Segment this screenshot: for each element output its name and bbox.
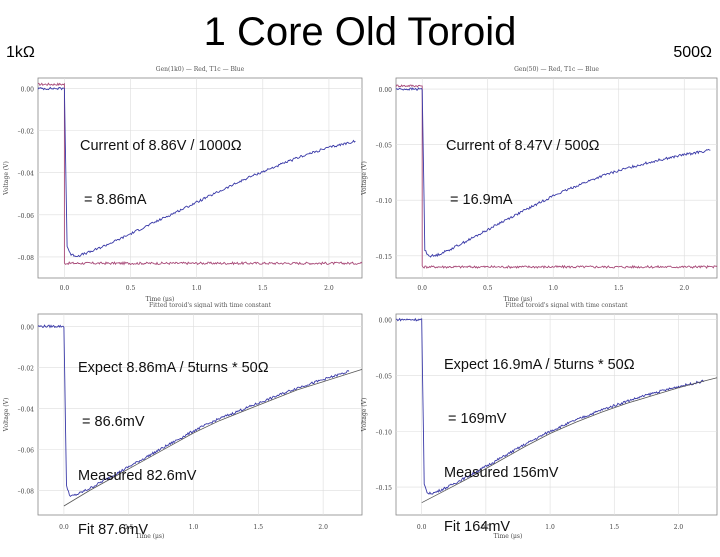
y-tick-label: 0.00 bbox=[379, 318, 393, 325]
x-tick-label: 1.5 bbox=[614, 285, 624, 292]
chart-500-signal: 0.00 –0.05 –0.10 –0.15 0.0 0.5 1.0 1.5 2.0 Time (… bbox=[358, 60, 720, 308]
annotation-500-current: Current of 8.47V / 500Ω = 16.9mA bbox=[446, 101, 600, 227]
chart-1k-signal: 0.00 –0.02 –0.04 –0.06 –0.08 0.0 0.5 1.0 1.5 2.0 T… bbox=[0, 60, 365, 308]
y-tick-label: 0.00 bbox=[379, 87, 393, 94]
x-tick-label: 0.0 bbox=[417, 285, 427, 292]
annotation-line: Current of 8.86V / 1000Ω bbox=[80, 138, 242, 154]
annotation-1k-voltage: Expect 8.86mA / 5turns * 50Ω = 86.6mV Me… bbox=[78, 323, 269, 557]
x-tick-label: 0.0 bbox=[417, 524, 427, 531]
resistance-label-1k: 1kΩ bbox=[6, 44, 35, 61]
annotation-line: = 16.9mA bbox=[446, 192, 513, 208]
chart-500-fit: 0.00 –0.05 –0.10 –0.15 0.0 0.5 1.0 1.5 2.0 Time (… bbox=[358, 310, 720, 540]
y-tick-label: –0.04 bbox=[18, 406, 35, 413]
chart-500-signal-svg: 0.00 –0.05 –0.10 –0.15 0.0 0.5 1.0 1.5 2.0 Time (… bbox=[361, 66, 718, 308]
y-tick-label: –0.05 bbox=[376, 143, 393, 150]
slide-title: 1 Core Old Toroid bbox=[203, 10, 517, 54]
y-tick-label: –0.08 bbox=[18, 488, 35, 495]
plot-frame bbox=[37, 313, 363, 516]
annotation-line: Current of 8.47V / 500Ω bbox=[446, 138, 600, 154]
chart-1k-fit-svg: 0.00 –0.02 –0.04 –0.06 –0.08 0.0 0.5 1.0 1.5 2.0 T… bbox=[3, 313, 363, 540]
x-axis-label: Time (μs) bbox=[504, 296, 533, 303]
series-line-t1c bbox=[395, 317, 705, 495]
y-tick-label: 0.00 bbox=[21, 87, 35, 94]
series-line-gen bbox=[37, 82, 363, 266]
annotation-line: Expect 16.9mA / 5turns * 50Ω bbox=[444, 357, 635, 373]
annotation-line: Fit 87.6mV bbox=[78, 522, 149, 538]
chart-500-fit-svg: 0.00 –0.05 –0.10 –0.15 0.0 0.5 1.0 1.5 2.0 Time (… bbox=[361, 313, 718, 540]
chart-1k-fit: 0.00 –0.02 –0.04 –0.06 –0.08 0.0 0.5 1.0 1.5 2.0 T… bbox=[0, 310, 365, 540]
x-axis-label: Time (μs) bbox=[136, 533, 165, 540]
series-line-fit bbox=[421, 377, 718, 504]
x-tick-label: 0.5 bbox=[483, 285, 493, 292]
x-tick-label: 0.5 bbox=[124, 524, 134, 531]
chart-caption: Fitted toroid's signal with time constan… bbox=[149, 302, 272, 308]
y-tick-label: –0.04 bbox=[18, 171, 35, 178]
chart-1k-signal-svg: 0.00 –0.02 –0.04 –0.06 –0.08 0.0 0.5 1.0 1.5 2.0 T… bbox=[3, 66, 363, 308]
y-tick-label: –0.05 bbox=[376, 373, 393, 380]
y-tick-label: –0.10 bbox=[376, 429, 393, 436]
series-line-fit bbox=[63, 369, 363, 507]
annotation-line: = 169mV bbox=[444, 411, 507, 427]
y-axis-label: Voltage (V) bbox=[361, 161, 368, 196]
x-tick-label: 1.5 bbox=[254, 524, 264, 531]
x-tick-label: 1.0 bbox=[545, 524, 555, 531]
x-tick-label: 1.5 bbox=[610, 524, 620, 531]
x-tick-label: 0.0 bbox=[59, 524, 69, 531]
plot-frame bbox=[37, 77, 363, 279]
chart-caption: Fitted toroid's signal with time constan… bbox=[505, 302, 628, 308]
chart-title: Gen(1k0) — Red, T1c — Blue bbox=[156, 66, 245, 73]
y-tick-label: –0.02 bbox=[18, 365, 35, 372]
x-axis-label: Time (μs) bbox=[146, 296, 175, 303]
plot-frame bbox=[395, 77, 718, 279]
y-tick-label: 0.00 bbox=[21, 324, 35, 331]
y-tick-label: –0.06 bbox=[18, 447, 35, 454]
plot-frame bbox=[395, 313, 718, 516]
x-tick-label: 1.5 bbox=[258, 285, 268, 292]
y-axis-label: Voltage (V) bbox=[3, 398, 10, 433]
series-line-t1c bbox=[37, 86, 356, 258]
annotation-line: Fit 164mV bbox=[444, 519, 511, 535]
x-tick-label: 1.0 bbox=[189, 524, 199, 531]
x-tick-label: 0.5 bbox=[481, 524, 491, 531]
x-tick-label: 1.0 bbox=[192, 285, 202, 292]
x-tick-label: 0.5 bbox=[126, 285, 136, 292]
y-tick-label: –0.15 bbox=[376, 485, 393, 492]
series-line-gen bbox=[395, 84, 718, 269]
chart-title: Gen(50) — Red, T1c — Blue bbox=[514, 66, 599, 73]
x-tick-label: 0.0 bbox=[60, 285, 70, 292]
y-axis-label: Voltage (V) bbox=[361, 398, 368, 433]
x-tick-label: 1.0 bbox=[548, 285, 558, 292]
annotation-line: = 86.6mV bbox=[78, 414, 145, 430]
series-line-t1c bbox=[395, 87, 711, 258]
annotation-line: = 8.86mA bbox=[80, 192, 147, 208]
annotation-line: Measured 82.6mV bbox=[78, 468, 197, 484]
annotation-line: Expect 8.86mA / 5turns * 50Ω bbox=[78, 360, 269, 376]
annotation-line: Measured 156mV bbox=[444, 465, 559, 481]
x-tick-label: 2.0 bbox=[679, 285, 689, 292]
resistance-label-500: 500Ω bbox=[673, 44, 712, 61]
y-tick-label: –0.06 bbox=[18, 213, 35, 220]
y-axis-label: Voltage (V) bbox=[3, 161, 10, 196]
y-tick-label: –0.08 bbox=[18, 255, 35, 262]
x-axis-label: Time (μs) bbox=[494, 533, 523, 540]
series-line-t1c bbox=[37, 324, 350, 498]
y-tick-label: –0.10 bbox=[376, 198, 393, 205]
x-tick-label: 2.0 bbox=[674, 524, 684, 531]
y-tick-label: –0.15 bbox=[376, 254, 393, 261]
x-tick-label: 2.0 bbox=[318, 524, 328, 531]
annotation-1k-current: Current of 8.86V / 1000Ω = 8.86mA bbox=[80, 101, 242, 227]
y-tick-label: –0.02 bbox=[18, 129, 35, 136]
x-tick-label: 2.0 bbox=[324, 285, 334, 292]
annotation-500-voltage: Expect 16.9mA / 5turns * 50Ω = 169mV Mea… bbox=[444, 320, 635, 554]
